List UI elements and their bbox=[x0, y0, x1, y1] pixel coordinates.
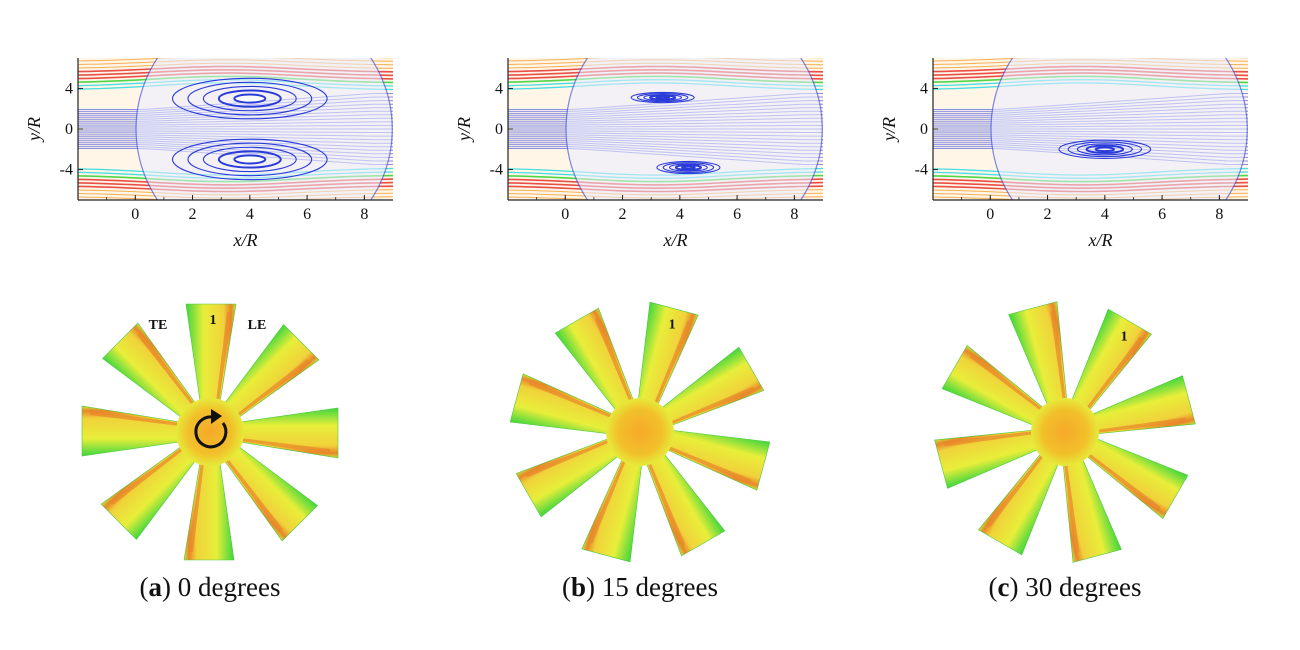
x-tick-label: 4 bbox=[676, 206, 684, 223]
vortex-ring bbox=[1085, 144, 1125, 154]
caption-b: (b) 15 degrees bbox=[562, 572, 718, 602]
panel-b: 0 2 4 6 8 -4 0 4 x/R y/R 1 (b) 15 degrees bbox=[430, 0, 850, 650]
vortex-ring bbox=[1067, 141, 1143, 158]
vortex-ring bbox=[656, 160, 721, 175]
vortex-ring bbox=[630, 91, 695, 104]
vortex-ring bbox=[171, 77, 328, 120]
y-tick-label: -4 bbox=[915, 162, 928, 179]
y-tick-label: -4 bbox=[490, 162, 503, 179]
vortex-ring bbox=[233, 93, 267, 104]
vortex-ring bbox=[171, 138, 328, 181]
vortex-ring bbox=[636, 92, 689, 103]
x-tick-label: 2 bbox=[619, 206, 627, 223]
caption-letter-a: a bbox=[148, 572, 163, 602]
x-tick-label: 8 bbox=[790, 206, 798, 223]
rotor-blade bbox=[1062, 452, 1122, 563]
y-tick-label: 0 bbox=[920, 121, 928, 138]
y-axis-label: y/R bbox=[24, 117, 44, 143]
vortex-ring bbox=[674, 164, 703, 171]
y-tick-label: 4 bbox=[495, 80, 503, 97]
vortex-ring bbox=[1058, 139, 1152, 159]
caption-text-a: 0 degrees bbox=[171, 572, 281, 602]
x-axis-label: x/R bbox=[233, 230, 258, 250]
rotor-blade bbox=[233, 407, 339, 459]
rotor-blade bbox=[934, 429, 1045, 489]
streamline-plot-a: 0 2 4 6 8 -4 0 4 x/R y/R bbox=[24, 58, 393, 250]
x-tick-label: 8 bbox=[360, 206, 368, 223]
rotor-plot-b: 1 bbox=[509, 301, 771, 563]
caption-text-c: 30 degrees bbox=[1018, 572, 1142, 602]
rotor-label-blade-number: 1 bbox=[1121, 330, 1128, 345]
y-tick-label: 4 bbox=[65, 80, 73, 97]
vortex-ring bbox=[1076, 143, 1133, 156]
rotor-label-trailing-edge: TE bbox=[149, 318, 168, 333]
vortex-ring bbox=[668, 163, 708, 172]
x-tick-label: 4 bbox=[246, 206, 254, 223]
vortex-ring bbox=[649, 94, 677, 101]
vortex-ring bbox=[662, 162, 715, 173]
x-tick-label: 0 bbox=[986, 206, 994, 223]
panel-a: 0 2 4 6 8 -4 0 4 x/R y/R TE 1 LE (a) 0 degrees bbox=[0, 0, 420, 650]
vortex-ring bbox=[1094, 146, 1115, 153]
x-axis-label: x/R bbox=[1088, 230, 1113, 250]
vortex-ring bbox=[681, 165, 696, 170]
x-tick-label: 6 bbox=[303, 206, 311, 223]
vortex-ring bbox=[187, 142, 313, 177]
vortex-ring bbox=[217, 89, 282, 108]
rotor-hub bbox=[1031, 398, 1099, 466]
rotor-blade bbox=[637, 301, 699, 412]
rotor-blade bbox=[81, 405, 187, 457]
rotor-label-leading-edge: LE bbox=[248, 318, 267, 333]
x-tick-label: 0 bbox=[131, 206, 139, 223]
x-tick-label: 2 bbox=[189, 206, 197, 223]
x-tick-label: 6 bbox=[733, 206, 741, 223]
rotor-blade bbox=[183, 455, 235, 561]
x-tick-label: 0 bbox=[561, 206, 569, 223]
x-axis-label: x/R bbox=[663, 230, 688, 250]
rotor-label-blade-number: 1 bbox=[210, 313, 217, 328]
y-tick-label: 4 bbox=[920, 80, 928, 97]
caption-text-b: 15 degrees bbox=[595, 572, 718, 602]
vortex-ring bbox=[233, 154, 267, 165]
x-tick-label: 6 bbox=[1158, 206, 1166, 223]
x-tick-label: 2 bbox=[1044, 206, 1052, 223]
caption-c: (c) 30 degrees bbox=[988, 572, 1142, 602]
caption-letter-b: b bbox=[571, 572, 587, 602]
streamline-plot-b: 0 2 4 6 8 -4 0 4 x/R y/R bbox=[454, 58, 823, 250]
vortex-ring bbox=[655, 95, 670, 100]
y-tick-label: 0 bbox=[65, 121, 73, 138]
rotor-hub bbox=[606, 398, 674, 466]
y-axis-label: y/R bbox=[879, 117, 899, 143]
vortex-ring bbox=[643, 93, 683, 102]
rotor-blade bbox=[1085, 375, 1196, 435]
rotation-arrow-icon bbox=[194, 409, 228, 449]
y-tick-label: 0 bbox=[495, 121, 503, 138]
vortex-ring bbox=[202, 85, 297, 112]
caption-a: (a) 0 degrees bbox=[139, 572, 281, 602]
vortex-ring bbox=[202, 146, 297, 173]
rotor-hub bbox=[176, 398, 244, 466]
y-tick-label: -4 bbox=[60, 162, 73, 179]
y-axis-label: y/R bbox=[454, 117, 474, 143]
x-tick-label: 8 bbox=[1215, 206, 1223, 223]
panel-c: 0 2 4 6 8 -4 0 4 x/R y/R 1 (c) 30 degrees bbox=[855, 0, 1275, 650]
caption-letter-c: c bbox=[997, 572, 1010, 602]
rotor-plot-c: 1 bbox=[934, 301, 1196, 563]
rotor-plot-a: TE 1 LE bbox=[81, 303, 339, 561]
vortex-ring bbox=[217, 150, 282, 169]
vortex-ring bbox=[187, 81, 313, 116]
rotor-label-blade-number: 1 bbox=[669, 318, 676, 333]
streamline-plot-c: 0 2 4 6 8 -4 0 4 x/R y/R bbox=[879, 58, 1248, 250]
x-tick-label: 4 bbox=[1101, 206, 1109, 223]
